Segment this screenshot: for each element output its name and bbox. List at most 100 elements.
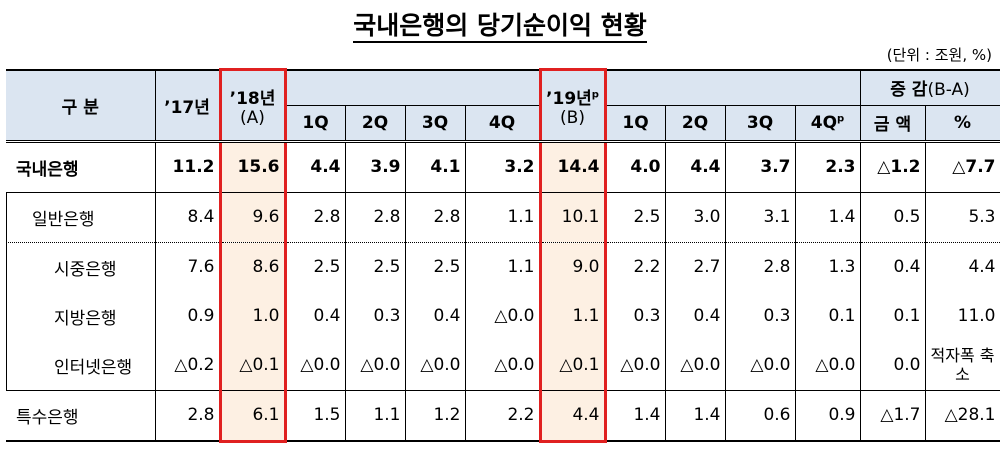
quarter-header: 2Q xyxy=(664,104,726,143)
row-label: 일반은행 xyxy=(6,192,156,242)
cell: 0.3 xyxy=(724,291,796,341)
cell: 2.5 xyxy=(344,241,406,292)
cell: 7.6 xyxy=(154,241,221,292)
cell: 4.4 xyxy=(284,141,346,193)
cell: 1.0 xyxy=(218,291,287,341)
cell: 0.3 xyxy=(604,291,666,341)
cell: 1.4 xyxy=(794,192,861,242)
cell: △0.1 xyxy=(218,340,287,390)
cell: △0.1 xyxy=(538,340,607,390)
row-label: 지방은행 xyxy=(6,291,156,341)
cell: 1.4 xyxy=(604,389,666,442)
cell: 2.8 xyxy=(284,192,346,242)
table-body: 국내은행 11.2 15.6 4.4 3.9 4.1 3.2 14.4 4.0 4.4 3.7 2.3… xyxy=(6,141,1000,443)
group-header: 구 분 xyxy=(6,68,156,143)
cell: 2.8 xyxy=(154,389,221,442)
cell: △0.0 xyxy=(604,340,666,390)
cell: 0.1 xyxy=(794,291,861,341)
cell: 8.4 xyxy=(154,192,221,242)
cell: △1.7 xyxy=(859,389,926,442)
quarter-row: 1Q 2Q 3Q 4Q 1Q 2Q 3Q 4Qp 금 액% xyxy=(6,104,1000,143)
table-row: 일반은행 8.4 9.6 2.8 2.8 2.8 1.1 10.1 2.5 3.0 3.1 1.4 0.… xyxy=(6,192,1000,242)
cell: 3.2 xyxy=(464,141,541,193)
diff-col-header: 금 액 xyxy=(859,104,926,143)
cell: 6.1 xyxy=(218,389,287,443)
diff-sub: (B-A) xyxy=(927,80,970,100)
table-row: 특수은행 2.8 6.1 1.5 1.1 1.2 2.2 4.4 1.4 1.4 0.6 0.9 △1.… xyxy=(6,389,1000,443)
cell: 4.4 xyxy=(538,389,607,443)
table-row: 지방은행 0.9 1.0 0.4 0.3 0.4 △0.0 1.1 0.3 0.4 0.3 0.1 0.… xyxy=(6,291,1000,341)
table: 구 분 ’17년 ’18년 (A) ’19년p (B) 증 감(B-A) 1Q 2Q 3… xyxy=(6,68,1000,443)
quarter-label: 4Q xyxy=(810,112,838,133)
cell: 9.0 xyxy=(538,241,607,292)
cell: 2.3 xyxy=(794,141,861,193)
cell: 9.6 xyxy=(218,192,287,242)
quarter-label: 2Q xyxy=(681,112,709,133)
cell: △0.0 xyxy=(284,340,346,390)
table-row: 시중은행 7.6 8.6 2.5 2.5 2.5 1.1 9.0 2.2 2.7 2.8 1.3 0.4… xyxy=(6,241,1000,292)
cell: △1.2 xyxy=(859,141,926,193)
table-row: 인터넷은행 △0.2 △0.1 △0.0 △0.0 △0.0 △0.0 △0.1 △0.0 △0.… xyxy=(6,340,1000,390)
quarter-label: 3Q xyxy=(746,112,774,133)
cell: 3.7 xyxy=(724,141,796,193)
quarter-label: 1Q xyxy=(622,112,649,133)
cell: 0.4 xyxy=(859,241,926,292)
cell: 0.4 xyxy=(284,291,346,341)
cell: 1.1 xyxy=(538,291,607,341)
cell: 11.0 xyxy=(924,291,1000,341)
row-label: 인터넷은행 xyxy=(6,340,156,390)
cell: 2.2 xyxy=(464,389,541,442)
quarter-header: 3Q xyxy=(404,104,466,143)
cell: 8.6 xyxy=(218,241,287,292)
quarter-header: 4Q xyxy=(464,104,541,143)
cell: 2.8 xyxy=(344,192,406,242)
cell: 0.1 xyxy=(859,291,926,341)
year-header: ’19년p (B) xyxy=(538,68,607,143)
quarter-header: 2Q xyxy=(344,104,406,143)
quarter-header: 3Q xyxy=(724,104,796,143)
title: 국내은행의 당기순이익 현황 xyxy=(0,6,1000,43)
cell: 2.5 xyxy=(284,241,346,292)
year-label: ’19년 xyxy=(546,88,592,109)
cell: 1.3 xyxy=(794,241,861,292)
cell: 4.4 xyxy=(664,141,726,193)
cell: 2.5 xyxy=(404,241,466,292)
diff-header: 증 감(B-A) xyxy=(859,68,1000,105)
year-sub: (A) xyxy=(240,107,265,128)
cell: 적자폭 축소 xyxy=(924,340,1000,390)
cell: 1.1 xyxy=(344,389,406,442)
cell: △0.0 xyxy=(794,340,861,390)
row-label: 국내은행 xyxy=(6,141,156,193)
cell: 0.9 xyxy=(154,291,221,341)
cell: △0.0 xyxy=(724,340,796,390)
cell: 14.4 xyxy=(538,141,607,193)
cell: △0.2 xyxy=(154,340,221,390)
diff-col-header: % xyxy=(924,104,1000,143)
cell: 0.3 xyxy=(344,291,406,341)
row-label: 시중은행 xyxy=(6,241,156,292)
cell: 2.7 xyxy=(664,241,726,292)
diff-label: 증 감 xyxy=(890,80,928,100)
cell: 4.1 xyxy=(404,141,466,193)
row-label: 특수은행 xyxy=(6,389,156,442)
cell: 3.0 xyxy=(664,192,726,242)
unit: (단위 : 조원, %) xyxy=(886,46,992,64)
cell: 1.2 xyxy=(404,389,466,442)
cell: △7.7 xyxy=(924,141,1000,193)
year-header: ’18년 (A) xyxy=(218,68,287,143)
cell: 2.8 xyxy=(724,241,796,292)
cell: 2.5 xyxy=(604,192,666,242)
cell: 4.4 xyxy=(924,241,1000,292)
cell: △28.1 xyxy=(924,389,1000,442)
cell: 0.5 xyxy=(859,192,926,242)
cell: 3.1 xyxy=(724,192,796,242)
cell: 10.1 xyxy=(538,192,607,242)
cell: 1.4 xyxy=(664,389,726,442)
sup: p xyxy=(591,89,599,101)
blank-header xyxy=(604,68,861,105)
cell: 0.4 xyxy=(664,291,726,341)
cell: 11.2 xyxy=(154,141,221,193)
cell: △0.0 xyxy=(344,340,406,390)
year-sub: (B) xyxy=(560,107,585,128)
